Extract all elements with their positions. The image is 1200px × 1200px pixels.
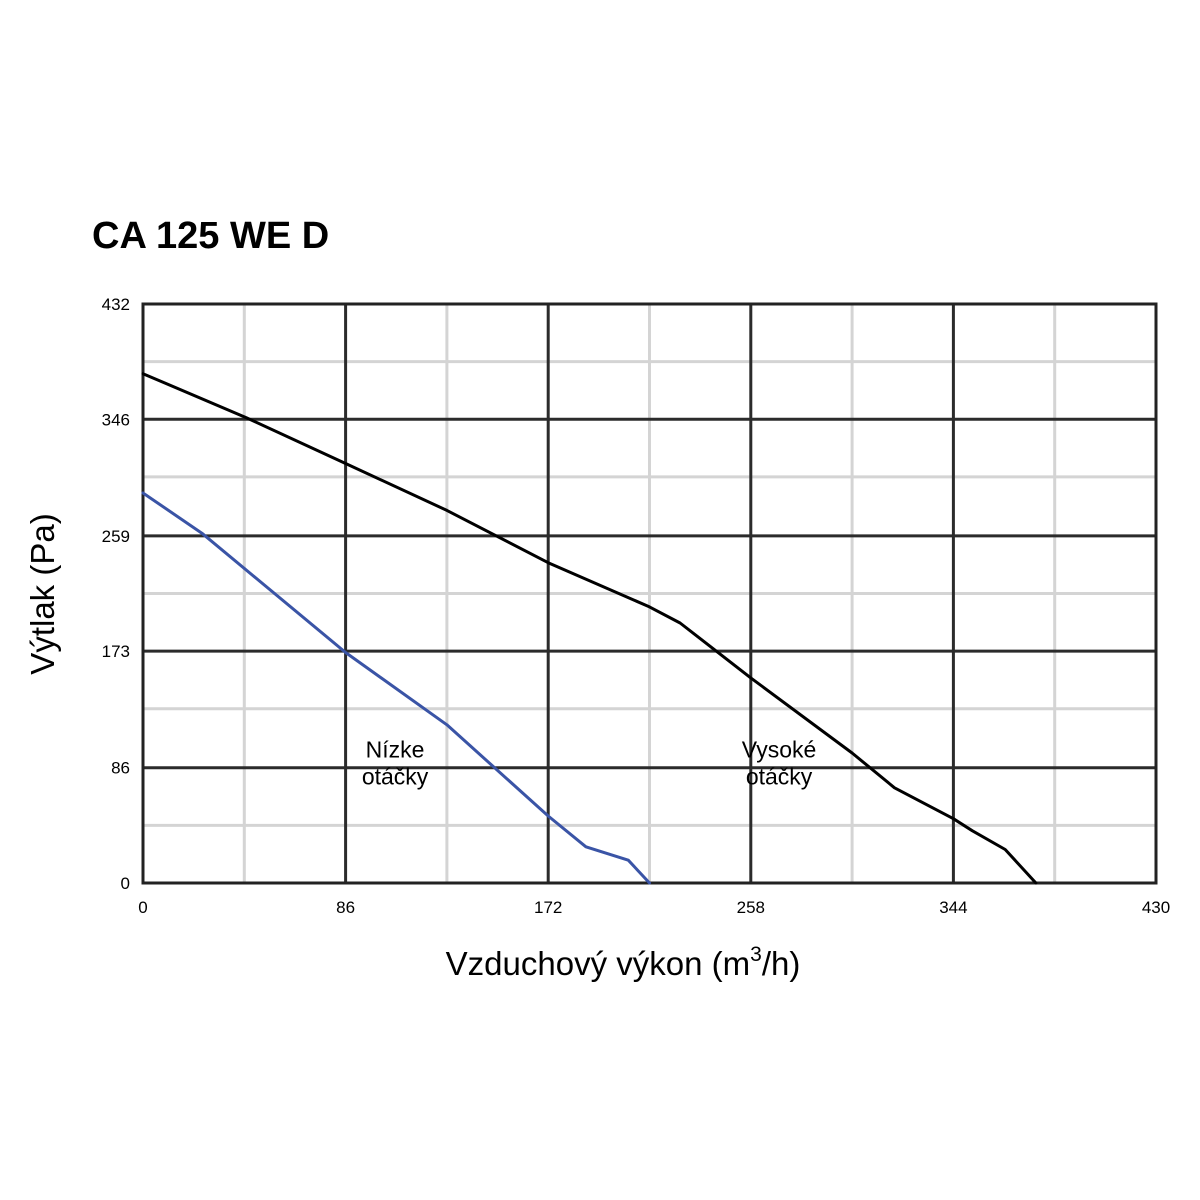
x-tick-label-3: 258 [737,898,765,917]
x-tick-labels: 0 86 172 258 344 430 [138,898,1170,917]
x-axis-label-end: /h) [762,945,801,982]
y-axis-label: Výtlak (Pa) [24,513,61,674]
y-tick-label-0: 0 [121,874,130,893]
minor-grid [143,304,1156,883]
x-tick-label-5: 430 [1142,898,1170,917]
x-tick-label-4: 344 [939,898,967,917]
chart-title: CA 125 WE D [92,215,329,257]
annotation-0: Nízke otáčky [362,737,429,790]
x-axis-label: Vzduchový výkon (m3/h) [446,943,801,982]
series-layer [141,372,1038,885]
x-axis-label-main: Vzduchový výkon (m [446,945,750,982]
y-tick-label-3: 259 [102,527,130,546]
annotation-1: Vysoké otáčky [742,737,817,790]
annotation-1-line-1: otáčky [746,764,813,790]
x-axis-label-superscript: 3 [750,943,762,966]
series-line-0 [141,372,1038,885]
annotation-1-line-0: Vysoké [742,737,817,763]
y-tick-label-4: 346 [102,410,130,429]
x-tick-label-0: 0 [138,898,147,917]
y-tick-label-2: 173 [102,642,130,661]
series-line-1 [141,491,651,885]
y-tick-label-5: 432 [102,295,130,314]
x-tick-label-1: 86 [336,898,355,917]
annotation-0-line-1: otáčky [362,764,429,790]
y-tick-label-1: 86 [111,759,130,778]
annotation-0-line-0: Nízke [366,737,425,763]
y-tick-labels: 0 86 173 259 346 432 [102,295,130,893]
x-tick-label-2: 172 [534,898,562,917]
